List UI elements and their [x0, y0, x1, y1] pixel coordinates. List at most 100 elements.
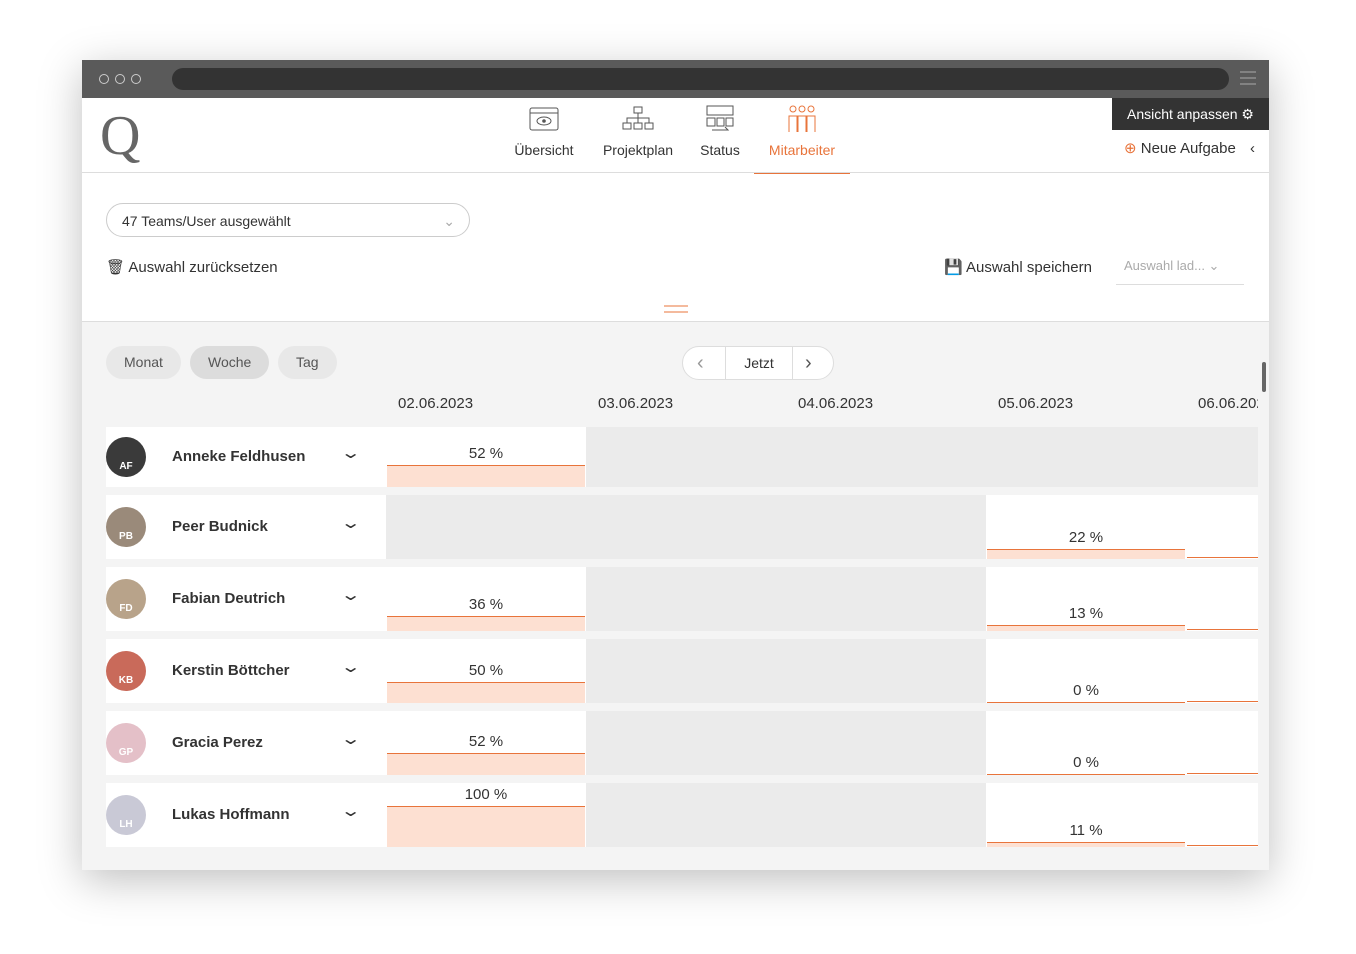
- unavailable-cell: [586, 711, 786, 775]
- day-cell: [1186, 567, 1258, 631]
- scrollbar[interactable]: [1262, 362, 1266, 392]
- unavailable-cell: [786, 495, 986, 559]
- date-header: 04.06.2023: [798, 395, 874, 412]
- baseline: [1187, 629, 1258, 630]
- unavailable-cell: [586, 783, 786, 847]
- employee-name: Lukas Hoffmann: [172, 806, 290, 823]
- customize-button[interactable]: Ansicht anpassen ⚙: [1112, 98, 1269, 130]
- day-cell: [1186, 783, 1258, 847]
- day-cell: [1186, 639, 1258, 703]
- employee-name: Anneke Feldhusen: [172, 448, 306, 465]
- day-cell: [1186, 711, 1258, 775]
- baseline: [1187, 701, 1258, 702]
- selection-label: 47 Teams/User ausgewählt: [122, 213, 291, 229]
- unavailable-cell: [586, 567, 786, 631]
- row-label-cell: [106, 495, 386, 559]
- employee-name: Gracia Perez: [172, 734, 263, 751]
- baseline: [1187, 845, 1258, 846]
- expand-toggle[interactable]: ⌄: [339, 515, 362, 532]
- save-label: Auswahl speichern: [966, 259, 1092, 276]
- reset-button[interactable]: 🗑 Auswahl zurücksetzen: [106, 259, 278, 276]
- baseline: [1187, 557, 1258, 558]
- new-task-button[interactable]: ⊕ Neue Aufgabe ‹: [1124, 140, 1256, 157]
- address-bar[interactable]: [172, 68, 1229, 90]
- workload-label: 13 %: [1068, 604, 1104, 622]
- customize-label: Ansicht anpassen: [1127, 106, 1238, 122]
- avatar: AF: [106, 437, 146, 477]
- workload-label: 0 %: [1073, 754, 1099, 771]
- workload-label: 50 %: [468, 662, 504, 679]
- avatar: GP: [106, 723, 146, 763]
- prev-button[interactable]: ‹: [697, 352, 704, 374]
- workload-bar: [387, 465, 585, 487]
- date-header: 06.06.2023: [1198, 395, 1258, 412]
- workload-label: 22 %: [1068, 529, 1104, 547]
- workload-label: 52 %: [468, 445, 504, 463]
- unavailable-cell: [586, 639, 786, 703]
- view-mode-button[interactable]: Tag: [278, 346, 337, 379]
- nav-tab[interactable]: Mitarbeiter: [754, 104, 850, 174]
- header-divider: [82, 172, 1269, 173]
- expand-toggle[interactable]: ⌄: [339, 803, 362, 820]
- workload-label: 36 %: [468, 595, 504, 613]
- workload-bar: [387, 753, 585, 775]
- new-task-label: Neue Aufgabe: [1140, 140, 1236, 157]
- unavailable-cell: [786, 567, 986, 631]
- day-cell: [986, 711, 1186, 775]
- avatar: PB: [106, 507, 146, 547]
- date-header: 03.06.2023: [598, 395, 674, 412]
- day-cell: [986, 567, 1186, 631]
- workload-label: 0 %: [1073, 682, 1099, 699]
- expand-toggle[interactable]: ⌄: [339, 445, 362, 462]
- view-mode-button[interactable]: Woche: [190, 346, 270, 379]
- tab-icon: [622, 106, 654, 130]
- tab-icon: [706, 105, 734, 131]
- avatar: FD: [106, 579, 146, 619]
- tab-label: Mitarbeiter: [768, 142, 836, 158]
- view-mode-button[interactable]: Monat: [106, 346, 181, 379]
- now-button[interactable]: Jetzt: [725, 347, 793, 379]
- employee-name: Peer Budnick: [172, 518, 268, 535]
- employee-name: Kerstin Böttcher: [172, 662, 290, 679]
- day-cell: [986, 495, 1186, 559]
- logo[interactable]: Q: [100, 105, 141, 167]
- nav-tab[interactable]: Übersicht: [496, 104, 592, 172]
- tab-label: Status: [700, 142, 740, 158]
- next-button[interactable]: ›: [805, 352, 812, 374]
- schedule-grid: 02.06.2023 03.06.2023 04.06.2023 05.06.2023…: [82, 60, 1258, 870]
- menu-icon[interactable]: [1239, 70, 1257, 86]
- tab-icon: [529, 107, 559, 131]
- workload-bar: [987, 774, 1185, 775]
- unavailable-cell: [786, 783, 986, 847]
- app-window: Q Übersicht Projektplan Status Mitarbeiter …: [82, 60, 1269, 870]
- unavailable-cell: [786, 711, 986, 775]
- workload-bar: [987, 702, 1185, 703]
- workload-bar: [987, 624, 1185, 631]
- row-label-cell: [106, 711, 386, 775]
- row-label-cell: [106, 567, 386, 631]
- workload-bar: [387, 806, 585, 847]
- tab-label: Projektplan: [602, 142, 674, 158]
- unavailable-cell: [1186, 427, 1258, 487]
- unavailable-cell: [586, 427, 786, 487]
- selection-dropdown[interactable]: 47 Teams/User ausgewählt ⌄: [106, 203, 470, 237]
- period-nav: ‹ Jetzt ›: [682, 346, 834, 380]
- save-button[interactable]: 💾 Auswahl speichern: [944, 259, 1092, 276]
- tab-label: Übersicht: [514, 142, 574, 158]
- row-label-cell: [106, 783, 386, 847]
- collapse-handle[interactable]: [664, 304, 688, 314]
- load-dropdown[interactable]: Auswahl lad... ⌄: [1116, 258, 1244, 285]
- expand-toggle[interactable]: ⌄: [339, 659, 362, 676]
- nav-tab[interactable]: Projektplan: [590, 104, 686, 172]
- baseline: [1187, 773, 1258, 774]
- window-controls: [99, 74, 141, 84]
- expand-toggle[interactable]: ⌄: [339, 731, 362, 748]
- workload-label: 52 %: [468, 733, 504, 751]
- avatar: KB: [106, 651, 146, 691]
- workload-bar: [387, 682, 585, 703]
- expand-toggle[interactable]: ⌄: [339, 587, 362, 604]
- avatar: LH: [106, 795, 146, 835]
- workload-label: 100 %: [464, 786, 508, 803]
- nav-tab[interactable]: Status: [672, 104, 768, 172]
